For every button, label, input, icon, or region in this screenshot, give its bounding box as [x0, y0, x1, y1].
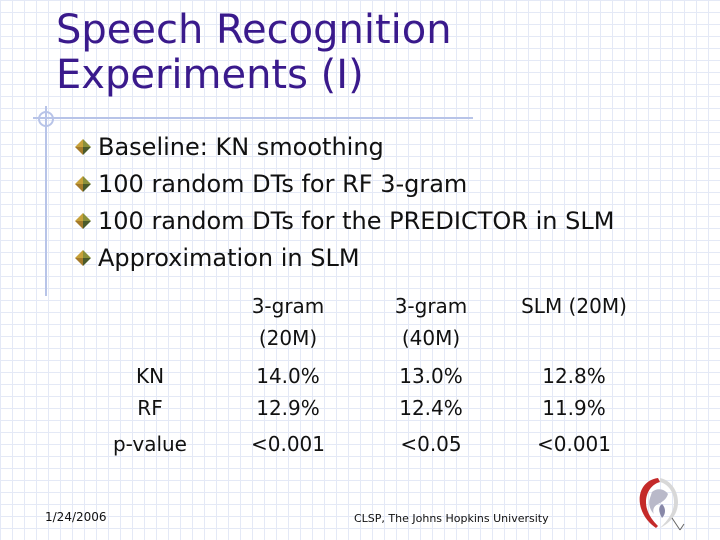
slide-title: Speech Recognition Experiments (I) [56, 8, 452, 98]
bullet-text: 100 random DTs for RF 3-gram [98, 169, 468, 198]
table-header-cell: 3-gram (20M) [218, 290, 358, 362]
bullet-item: Baseline: KN smoothing [74, 128, 614, 165]
title-rule-horizontal [33, 117, 473, 119]
bullet-text: Baseline: KN smoothing [98, 132, 384, 161]
table-row: RF 12.9% 12.4% 11.9% [82, 390, 644, 426]
table-row: KN 14.0% 13.0% 12.8% [82, 362, 644, 390]
results-table: 3-gram (20M) 3-gram (40M) SLM (20M) KN 1… [82, 290, 644, 462]
footer-date: 1/24/2006 [45, 510, 107, 524]
table-header-cell: 3-gram (40M) [358, 290, 504, 362]
diamond-bullet-icon [75, 138, 91, 155]
bullet-list: Baseline: KN smoothing 100 random DTs fo… [74, 128, 614, 276]
row-label: RF [137, 396, 163, 420]
table-cell: 14.0% [256, 364, 320, 388]
bullet-item: 100 random DTs for the PREDICTOR in SLM [74, 202, 614, 239]
header-line: (40M) [401, 326, 461, 350]
table-header-cell: SLM (20M) [504, 290, 644, 362]
table-cell: <0.001 [536, 432, 611, 456]
table-cell: 12.8% [542, 364, 606, 388]
title-line-2: Experiments (I) [56, 52, 364, 98]
table-cell: 12.4% [399, 396, 463, 420]
bullet-text: 100 random DTs for the PREDICTOR in SLM [98, 206, 615, 235]
footer-org: CLSP, The Johns Hopkins University [354, 512, 549, 525]
bullet-text: Approximation in SLM [98, 243, 360, 272]
table-header-cell [82, 290, 218, 362]
title-rule-vertical [45, 106, 47, 296]
table-cell: 12.9% [256, 396, 320, 420]
bullet-item: Approximation in SLM [74, 239, 614, 276]
header-line: 3-gram [394, 294, 468, 318]
diamond-bullet-icon [75, 175, 91, 192]
rule-circle-ornament [38, 111, 54, 127]
title-line-1: Speech Recognition [56, 7, 452, 53]
bullet-item: 100 random DTs for RF 3-gram [74, 165, 614, 202]
header-line: (20M) [258, 326, 318, 350]
header-line: 3-gram [251, 294, 325, 318]
university-logo-icon [639, 478, 685, 531]
diamond-bullet-icon [75, 249, 91, 266]
header-line: SLM (20M) [521, 294, 627, 318]
diamond-bullet-icon [75, 212, 91, 229]
row-label: KN [135, 364, 165, 388]
table-cell: <0.05 [400, 432, 462, 456]
table-header-row: 3-gram (20M) 3-gram (40M) SLM (20M) [82, 290, 644, 362]
row-label: p-value [112, 432, 187, 456]
table-cell: 11.9% [542, 396, 606, 420]
table-row: p-value <0.001 <0.05 <0.001 [82, 426, 644, 462]
table-cell: <0.001 [250, 432, 325, 456]
table-cell: 13.0% [399, 364, 463, 388]
